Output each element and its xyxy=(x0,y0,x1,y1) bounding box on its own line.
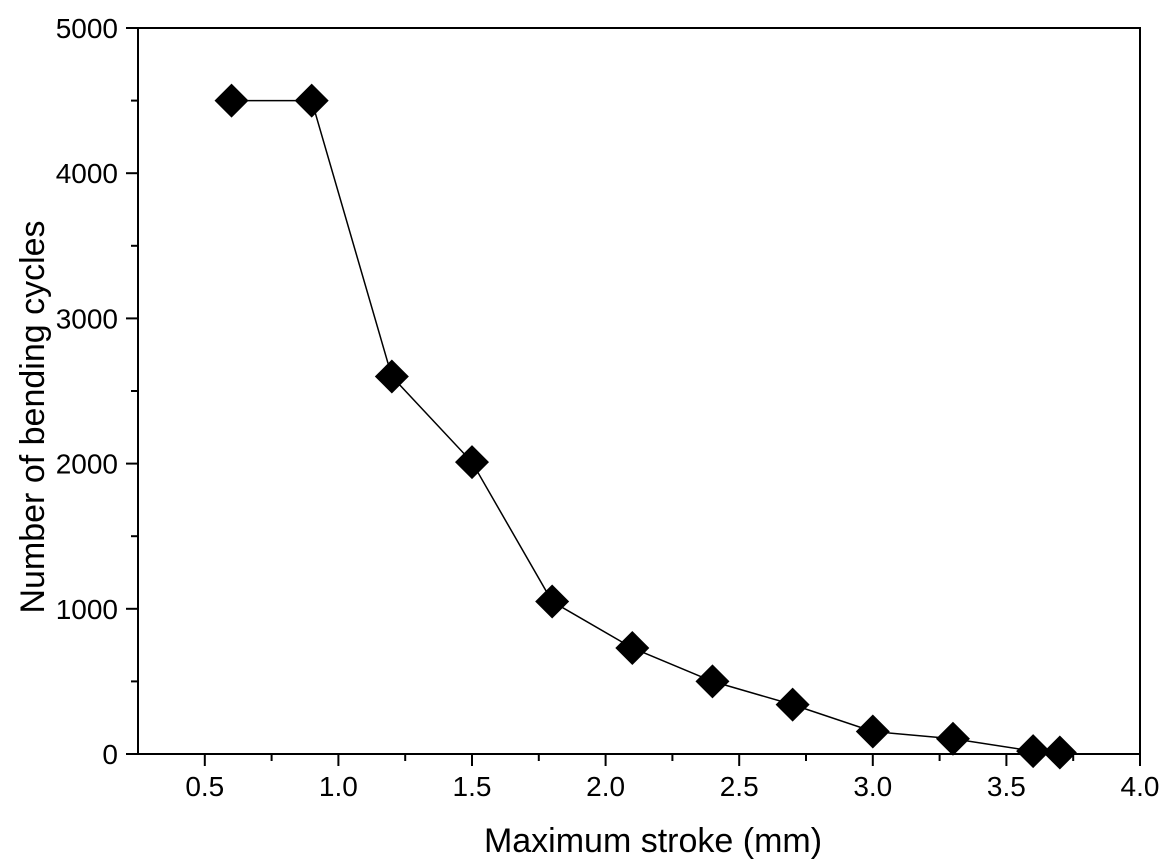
y-tick-label: 4000 xyxy=(56,158,118,189)
plot-frame xyxy=(137,27,1141,755)
y-tick-label: 0 xyxy=(102,739,118,770)
data-point xyxy=(294,83,329,118)
data-point xyxy=(455,445,489,480)
x-tick-label: 3.5 xyxy=(987,771,1026,802)
series-lines xyxy=(231,99,1060,754)
x-tick-label: 0.5 xyxy=(185,771,224,802)
y-tick-label: 5000 xyxy=(56,13,118,44)
y-axis-title: Number of bending cycles xyxy=(14,220,52,613)
y-tick-label: 1000 xyxy=(56,594,118,625)
x-tick-label: 1.5 xyxy=(453,771,492,802)
data-point xyxy=(374,359,409,394)
data-point xyxy=(935,721,970,756)
x-axis-title: Maximum stroke (mm) xyxy=(484,822,822,860)
data-point xyxy=(1016,734,1051,769)
x-tick-labels: 0.5 1.0 1.5 2.0 2.5 3.0 3.5 4.0 xyxy=(185,771,1159,802)
data-point xyxy=(1042,735,1077,770)
y-tick-labels: 0 1000 2000 3000 4000 5000 xyxy=(56,13,118,770)
x-tick-label: 4.0 xyxy=(1121,771,1160,802)
data-point xyxy=(214,83,249,118)
series-line xyxy=(231,99,1060,754)
data-point xyxy=(855,714,890,749)
data-point xyxy=(615,631,650,666)
y-tick-label: 3000 xyxy=(56,303,118,334)
x-tick-label: 1.0 xyxy=(319,771,358,802)
data-point xyxy=(695,664,730,699)
major-ticks xyxy=(126,27,1141,766)
series-markers xyxy=(214,83,1077,770)
minor-ticks xyxy=(131,99,1075,761)
x-tick-label: 2.5 xyxy=(720,771,759,802)
y-tick-label: 2000 xyxy=(56,449,118,480)
data-point xyxy=(535,584,570,619)
data-point xyxy=(775,687,810,722)
x-tick-label: 3.0 xyxy=(853,771,892,802)
x-tick-label: 2.0 xyxy=(586,771,625,802)
